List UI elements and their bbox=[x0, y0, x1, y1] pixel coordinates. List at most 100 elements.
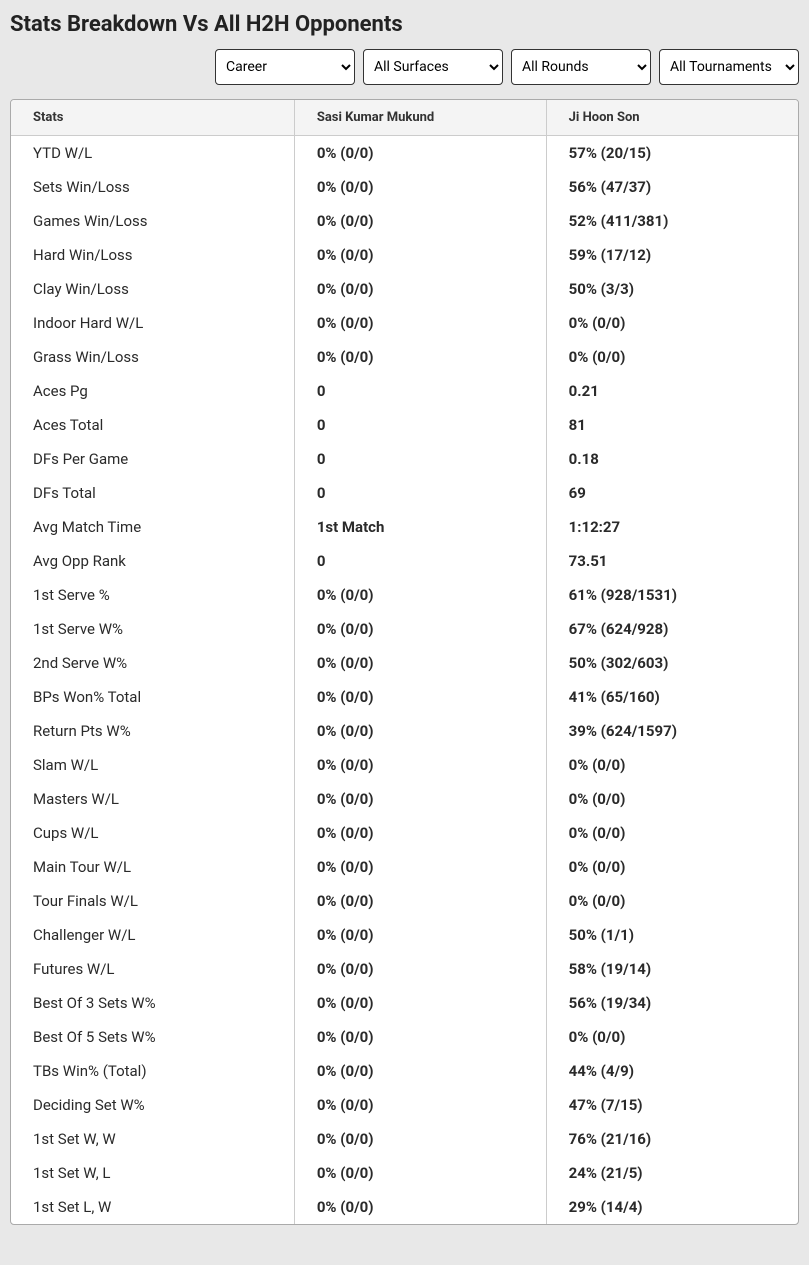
stat-value-player2: 56% (47/37) bbox=[546, 170, 798, 204]
stat-value-player1: 0% (0/0) bbox=[294, 578, 546, 612]
stat-value-player2: 50% (1/1) bbox=[546, 918, 798, 952]
stat-value-player1: 0% (0/0) bbox=[294, 918, 546, 952]
stat-value-player1: 0 bbox=[294, 408, 546, 442]
stat-label: Challenger W/L bbox=[11, 918, 294, 952]
stat-value-player2: 69 bbox=[546, 476, 798, 510]
stat-label: Tour Finals W/L bbox=[11, 884, 294, 918]
stat-value-player2: 0% (0/0) bbox=[546, 782, 798, 816]
stat-value-player1: 0 bbox=[294, 544, 546, 578]
stat-value-player2: 0% (0/0) bbox=[546, 748, 798, 782]
stat-value-player2: 59% (17/12) bbox=[546, 238, 798, 272]
stat-label: Clay Win/Loss bbox=[11, 272, 294, 306]
stat-value-player1: 0% (0/0) bbox=[294, 952, 546, 986]
stat-value-player1: 0% (0/0) bbox=[294, 850, 546, 884]
stat-value-player1: 0% (0/0) bbox=[294, 748, 546, 782]
col-header-player2: Ji Hoon Son bbox=[546, 100, 798, 136]
stat-value-player1: 0% (0/0) bbox=[294, 714, 546, 748]
table-row: TBs Win% (Total)0% (0/0)44% (4/9) bbox=[11, 1054, 798, 1088]
table-row: Tour Finals W/L0% (0/0)0% (0/0) bbox=[11, 884, 798, 918]
stat-value-player1: 0% (0/0) bbox=[294, 1190, 546, 1224]
table-row: Avg Opp Rank073.51 bbox=[11, 544, 798, 578]
stat-label: DFs Per Game bbox=[11, 442, 294, 476]
table-row: YTD W/L0% (0/0)57% (20/15) bbox=[11, 136, 798, 171]
table-row: Games Win/Loss0% (0/0)52% (411/381) bbox=[11, 204, 798, 238]
stat-value-player1: 0 bbox=[294, 374, 546, 408]
table-header-row: Stats Sasi Kumar Mukund Ji Hoon Son bbox=[11, 100, 798, 136]
stat-label: Best Of 3 Sets W% bbox=[11, 986, 294, 1020]
col-header-player1: Sasi Kumar Mukund bbox=[294, 100, 546, 136]
stat-value-player2: 58% (19/14) bbox=[546, 952, 798, 986]
table-row: Cups W/L0% (0/0)0% (0/0) bbox=[11, 816, 798, 850]
stat-value-player2: 73.51 bbox=[546, 544, 798, 578]
stat-value-player2: 0% (0/0) bbox=[546, 884, 798, 918]
stat-label: 1st Serve W% bbox=[11, 612, 294, 646]
stat-value-player2: 50% (302/603) bbox=[546, 646, 798, 680]
stat-value-player2: 67% (624/928) bbox=[546, 612, 798, 646]
table-row: 2nd Serve W%0% (0/0)50% (302/603) bbox=[11, 646, 798, 680]
stat-value-player1: 0 bbox=[294, 476, 546, 510]
stat-value-player2: 0.21 bbox=[546, 374, 798, 408]
table-row: 1st Set W, L0% (0/0)24% (21/5) bbox=[11, 1156, 798, 1190]
stat-label: Games Win/Loss bbox=[11, 204, 294, 238]
stat-value-player1: 0% (0/0) bbox=[294, 646, 546, 680]
stat-value-player1: 0% (0/0) bbox=[294, 306, 546, 340]
stat-value-player2: 50% (3/3) bbox=[546, 272, 798, 306]
table-row: Main Tour W/L0% (0/0)0% (0/0) bbox=[11, 850, 798, 884]
stat-label: Deciding Set W% bbox=[11, 1088, 294, 1122]
stat-value-player1: 0% (0/0) bbox=[294, 204, 546, 238]
stat-value-player2: 41% (65/160) bbox=[546, 680, 798, 714]
stat-value-player2: 76% (21/16) bbox=[546, 1122, 798, 1156]
stat-value-player2: 56% (19/34) bbox=[546, 986, 798, 1020]
table-row: Best Of 5 Sets W%0% (0/0)0% (0/0) bbox=[11, 1020, 798, 1054]
stat-label: Cups W/L bbox=[11, 816, 294, 850]
stats-table-container: Stats Sasi Kumar Mukund Ji Hoon Son YTD … bbox=[10, 99, 799, 1225]
table-row: 1st Set W, W0% (0/0)76% (21/16) bbox=[11, 1122, 798, 1156]
stat-value-player1: 1st Match bbox=[294, 510, 546, 544]
table-row: 1st Serve %0% (0/0)61% (928/1531) bbox=[11, 578, 798, 612]
filter-tournament[interactable]: All Tournaments bbox=[659, 49, 799, 85]
stat-label: Main Tour W/L bbox=[11, 850, 294, 884]
stat-value-player1: 0% (0/0) bbox=[294, 272, 546, 306]
stat-label: Sets Win/Loss bbox=[11, 170, 294, 204]
stats-table: Stats Sasi Kumar Mukund Ji Hoon Son YTD … bbox=[11, 100, 798, 1224]
stat-label: DFs Total bbox=[11, 476, 294, 510]
stat-label: Futures W/L bbox=[11, 952, 294, 986]
stat-label: 1st Serve % bbox=[11, 578, 294, 612]
table-row: Masters W/L0% (0/0)0% (0/0) bbox=[11, 782, 798, 816]
stat-value-player2: 29% (14/4) bbox=[546, 1190, 798, 1224]
stat-value-player1: 0% (0/0) bbox=[294, 986, 546, 1020]
stat-value-player1: 0% (0/0) bbox=[294, 612, 546, 646]
stat-value-player2: 44% (4/9) bbox=[546, 1054, 798, 1088]
filter-round[interactable]: All Rounds bbox=[511, 49, 651, 85]
stat-value-player2: 47% (7/15) bbox=[546, 1088, 798, 1122]
stat-value-player1: 0% (0/0) bbox=[294, 884, 546, 918]
stat-label: Hard Win/Loss bbox=[11, 238, 294, 272]
filter-surface[interactable]: All Surfaces bbox=[363, 49, 503, 85]
stat-label: Aces Total bbox=[11, 408, 294, 442]
table-row: Return Pts W%0% (0/0)39% (624/1597) bbox=[11, 714, 798, 748]
stat-value-player1: 0% (0/0) bbox=[294, 136, 546, 171]
stat-value-player1: 0% (0/0) bbox=[294, 238, 546, 272]
stat-value-player2: 24% (21/5) bbox=[546, 1156, 798, 1190]
stat-value-player1: 0% (0/0) bbox=[294, 680, 546, 714]
stat-label: 2nd Serve W% bbox=[11, 646, 294, 680]
table-row: Grass Win/Loss0% (0/0)0% (0/0) bbox=[11, 340, 798, 374]
stat-label: Slam W/L bbox=[11, 748, 294, 782]
filter-period[interactable]: Career bbox=[215, 49, 355, 85]
table-row: Avg Match Time1st Match1:12:27 bbox=[11, 510, 798, 544]
table-row: Aces Total081 bbox=[11, 408, 798, 442]
stat-value-player2: 57% (20/15) bbox=[546, 136, 798, 171]
table-row: DFs Per Game00.18 bbox=[11, 442, 798, 476]
table-row: DFs Total069 bbox=[11, 476, 798, 510]
table-row: Aces Pg00.21 bbox=[11, 374, 798, 408]
stat-label: Grass Win/Loss bbox=[11, 340, 294, 374]
stat-label: YTD W/L bbox=[11, 136, 294, 171]
table-row: Best Of 3 Sets W%0% (0/0)56% (19/34) bbox=[11, 986, 798, 1020]
stat-value-player2: 0% (0/0) bbox=[546, 340, 798, 374]
stat-value-player1: 0% (0/0) bbox=[294, 1122, 546, 1156]
stat-label: BPs Won% Total bbox=[11, 680, 294, 714]
stat-label: TBs Win% (Total) bbox=[11, 1054, 294, 1088]
stat-value-player2: 52% (411/381) bbox=[546, 204, 798, 238]
stat-label: Masters W/L bbox=[11, 782, 294, 816]
stat-label: Aces Pg bbox=[11, 374, 294, 408]
